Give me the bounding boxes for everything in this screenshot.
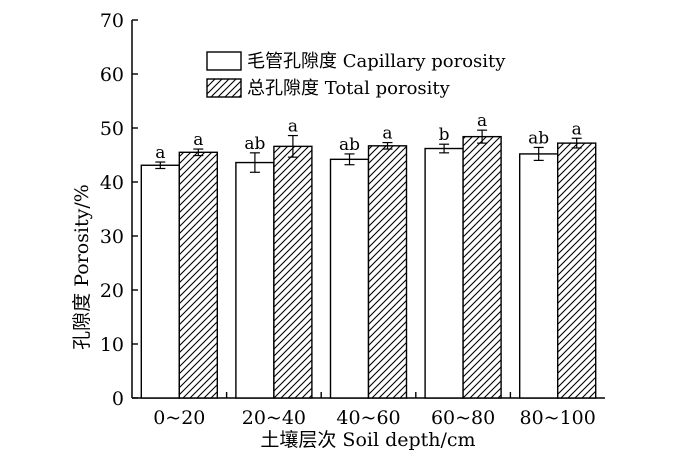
total-porosity-bar: [557, 142, 597, 399]
x-tick-label: 60~80: [431, 407, 495, 429]
capillary-porosity-bar: [424, 147, 464, 399]
legend-label-total: 总孔隙度 Total porosity: [247, 78, 451, 99]
y-axis-title: 孔隙度 Porosity/%: [71, 184, 93, 350]
significance-letter: a: [477, 111, 487, 131]
x-axis-title: 土壤层次 Soil depth/cm: [260, 429, 475, 451]
legend-label-capillary: 毛管孔隙度 Capillary porosity: [247, 51, 506, 72]
y-tick-label: 30: [100, 226, 124, 248]
total-porosity-bar: [178, 151, 219, 399]
y-tick-label: 40: [100, 172, 124, 194]
legend-swatch-capillary: [206, 51, 242, 71]
significance-letter: a: [193, 130, 203, 150]
y-tick-label: 60: [100, 64, 124, 86]
capillary-porosity-bar: [235, 161, 275, 399]
significance-letter: a: [572, 119, 582, 139]
y-axis: 0 10 20 30 40 50 60 70: [100, 10, 138, 410]
significance-letter: a: [382, 124, 392, 144]
x-tick-label: 0~20: [153, 407, 205, 429]
significance-letter: a: [155, 143, 165, 163]
y-tick-label: 50: [100, 118, 124, 140]
y-tick-label: 70: [100, 10, 124, 32]
capillary-porosity-bar: [140, 164, 181, 399]
x-axis: 0~20 20~40 40~60 60~80 80~100: [153, 392, 596, 429]
y-tick-label: 0: [112, 388, 124, 410]
x-tick-label: 20~40: [242, 407, 306, 429]
total-porosity-bar: [367, 145, 408, 399]
significance-letter: ab: [244, 134, 265, 154]
significance-letter: b: [439, 125, 450, 145]
significance-letter: a: [288, 117, 298, 137]
y-tick-label: 20: [100, 280, 124, 302]
y-tick-label: 10: [100, 334, 124, 356]
legend: 毛管孔隙度 Capillary porosity 总孔隙度 Total poro…: [206, 51, 506, 99]
significance-letter: ab: [528, 128, 549, 148]
x-tick-label: 80~100: [520, 407, 596, 429]
x-tick-label: 40~60: [336, 407, 400, 429]
total-porosity-bar: [462, 135, 502, 399]
capillary-porosity-bar: [519, 153, 559, 399]
capillary-porosity-bar: [329, 158, 370, 399]
significance-letter: ab: [339, 135, 360, 155]
legend-swatch-total: [206, 78, 242, 98]
total-porosity-bar: [273, 145, 313, 399]
